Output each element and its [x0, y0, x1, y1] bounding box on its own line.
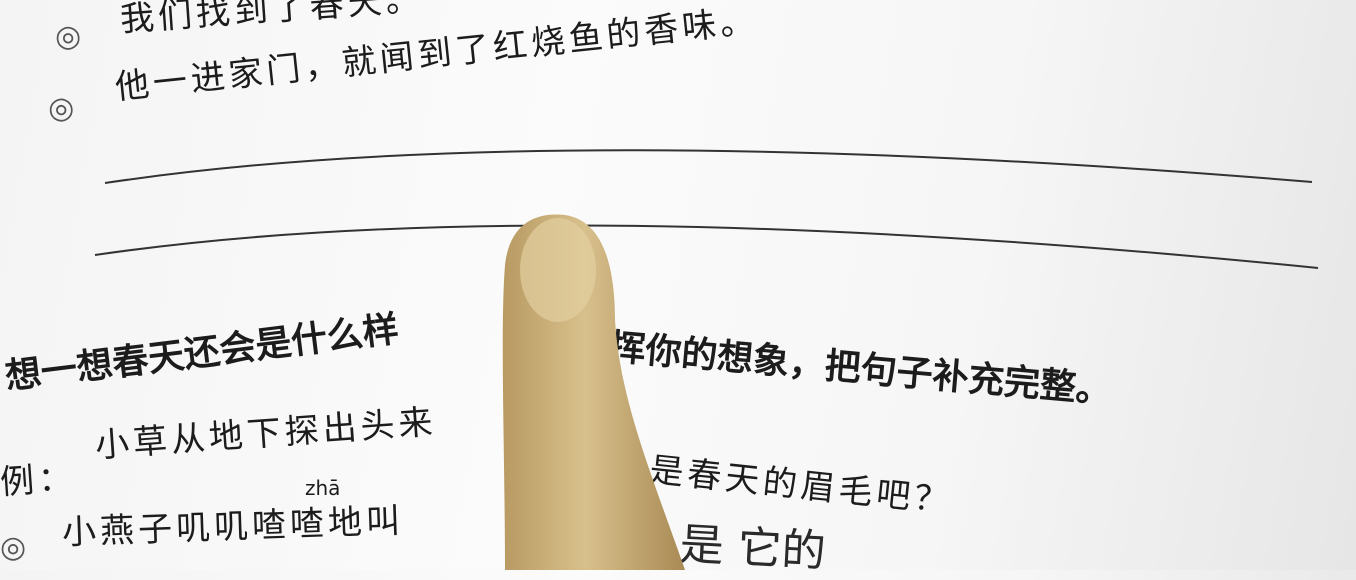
answer-line — [104, 149, 1313, 184]
answer-line — [94, 224, 1319, 269]
bullet: ◎ — [0, 530, 27, 565]
fingernail — [520, 218, 596, 322]
pinyin: zhā — [305, 476, 341, 500]
